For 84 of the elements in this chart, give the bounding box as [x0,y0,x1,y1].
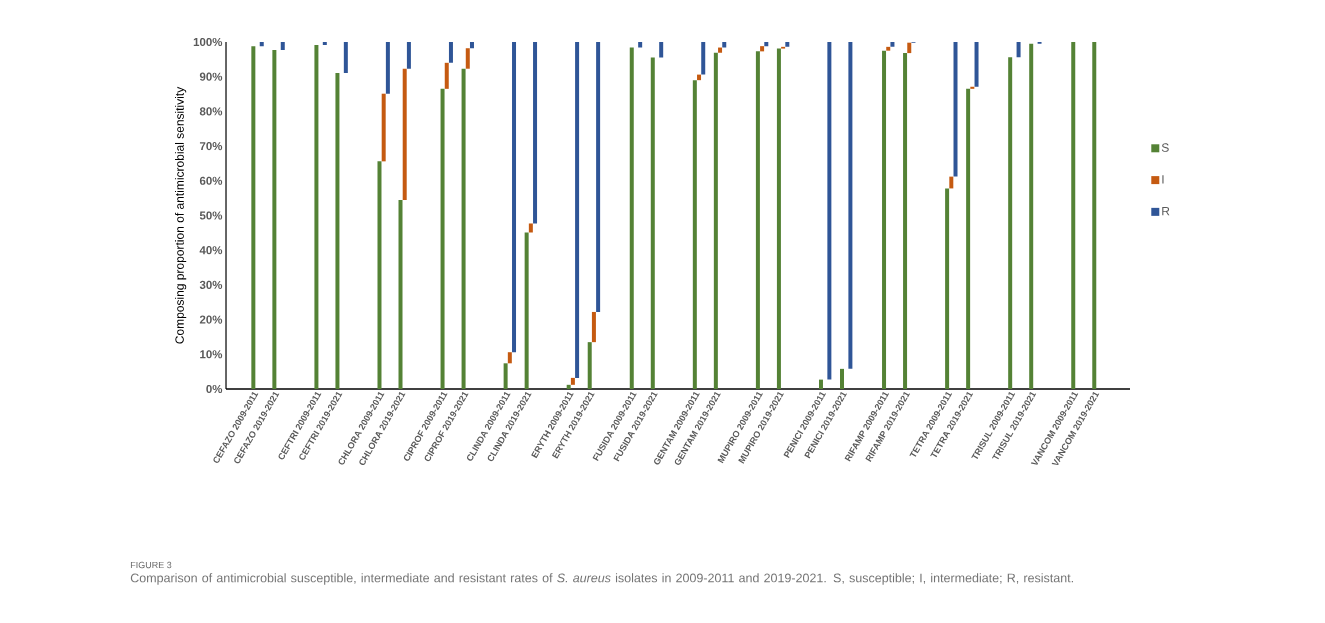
y-tick-label: 40% [199,246,223,255]
y-tick-label: 70% [199,142,223,151]
bar [512,41,517,353]
bar [949,176,954,189]
y-tick-label: 80% [199,107,223,116]
bar [1008,57,1013,389]
bar [638,41,643,48]
bar [945,188,950,389]
bar [722,41,727,48]
bar [503,363,508,389]
bar [377,161,382,389]
y-tick-label: 20% [199,315,223,324]
bar [827,41,832,380]
bar [953,41,958,177]
bar [1016,41,1021,58]
bar [465,48,470,69]
bar [469,41,474,49]
bar [764,41,769,47]
bar [966,88,971,389]
bar [692,80,697,389]
legend-label: I [1162,175,1164,184]
bar [524,232,529,389]
y-tick-label: 30% [199,280,223,289]
bar [1092,41,1097,389]
bar [785,41,790,47]
y-tick-label: 60% [199,176,223,185]
bar [570,377,575,385]
bar [839,368,844,389]
bar [385,41,390,94]
bar [882,50,887,389]
bar [251,46,256,389]
bar [440,88,445,389]
bar [381,93,386,162]
bar [575,41,580,378]
bar [776,48,781,389]
bar [848,41,853,369]
bar [886,46,891,51]
bar [448,41,453,63]
y-tick-label: 0% [206,384,223,394]
bar [650,57,655,389]
bar [461,68,466,389]
y-tick-label: 90% [199,72,223,81]
bar [272,49,277,389]
bar [755,51,760,389]
legend-label: R [1162,206,1170,216]
bar [335,72,340,389]
bar [280,41,285,50]
bar [406,41,411,69]
bar [587,342,592,389]
bar [444,62,449,89]
y-tick-label: 50% [199,211,223,220]
bar [259,41,264,47]
bar [659,41,664,58]
bar [533,41,538,224]
legend-label: S [1161,143,1169,152]
bar [1029,43,1034,389]
bar [701,41,706,75]
bar [314,45,319,389]
bar [907,42,912,54]
bar [402,68,407,200]
bar [343,41,348,73]
bar [713,52,718,389]
y-tick-label: 100% [193,37,223,47]
bar [398,199,403,389]
y-axis-title: Composing proportion of antimicrobial sensitivity [175,86,187,344]
bar [322,41,327,46]
caption: FIGURE 3 [130,561,172,569]
bar [528,223,533,233]
bar [1071,41,1076,389]
bar [566,384,571,389]
bar [760,46,765,52]
bar [974,41,979,87]
bar [970,86,975,89]
bar [629,47,634,389]
bar [903,53,908,389]
bar [596,41,601,312]
text: Comparison of antimicrobial susceptible, intermediate and resistant rates of S. aureus isolates in 2009-2011 and 2019-2021. S, susceptible; I, intermediate; R, resistant. [130,573,1073,585]
bar [818,379,823,389]
bar [718,47,723,53]
bar [697,74,702,81]
bar [591,311,596,343]
y-tick-label: 10% [200,350,223,359]
bar [890,41,895,47]
bar [507,352,512,364]
